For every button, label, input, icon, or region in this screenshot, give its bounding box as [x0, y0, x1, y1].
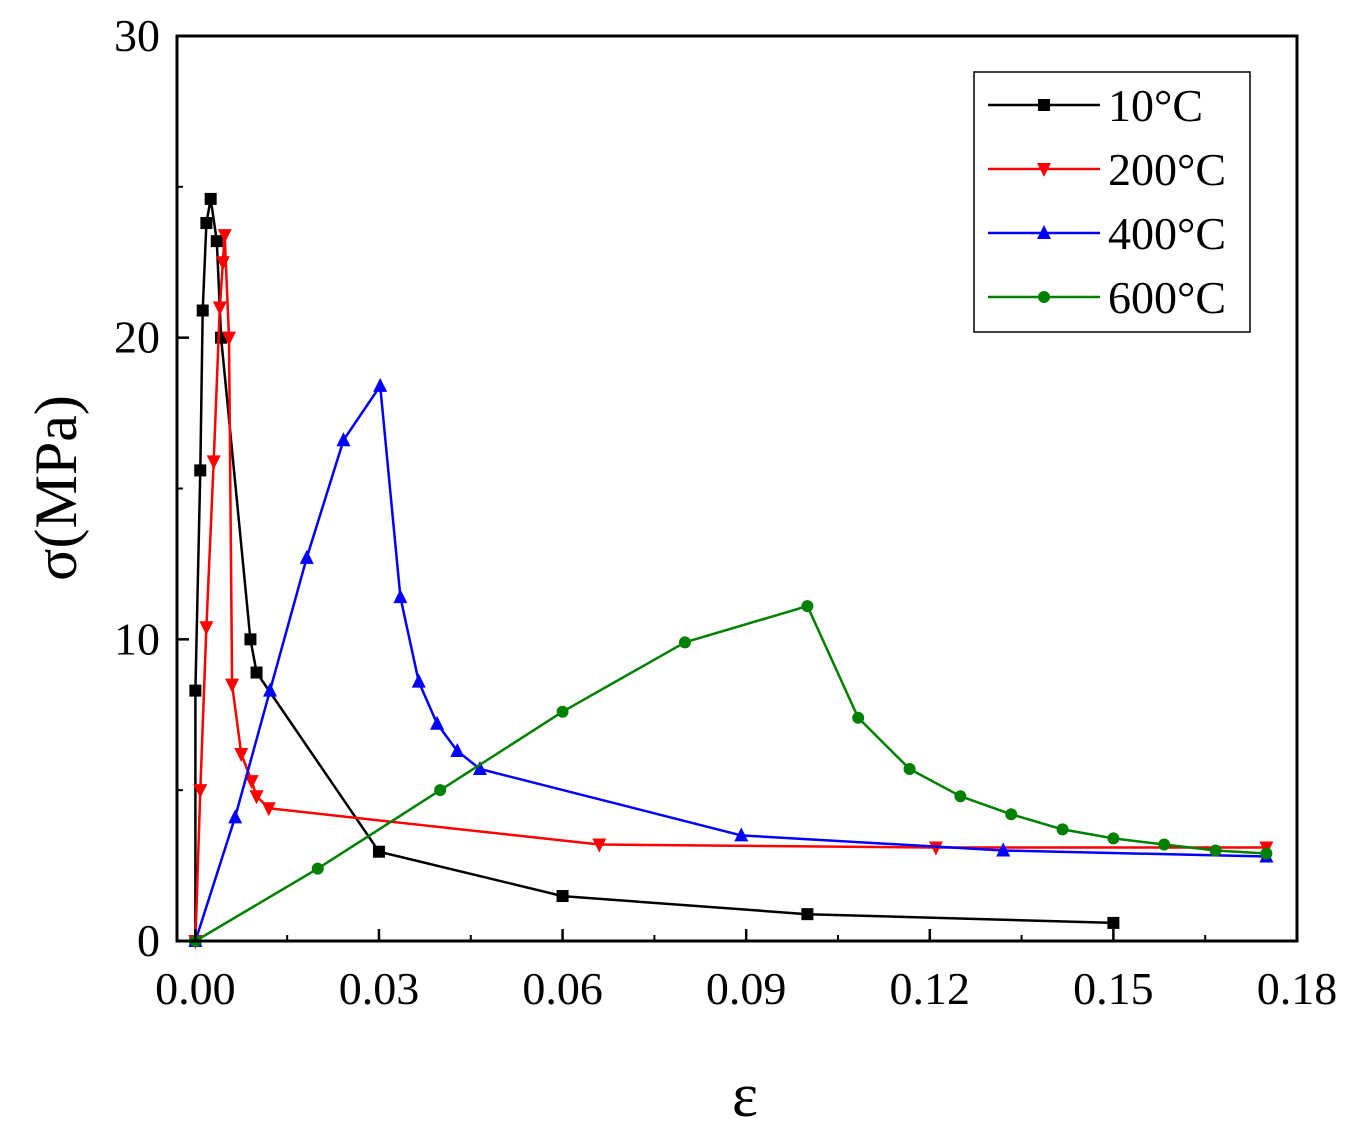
- series-layer: [188, 192, 1274, 949]
- legend-marker: [1037, 225, 1051, 239]
- data-point: [996, 842, 1011, 857]
- data-point: [250, 666, 263, 679]
- data-point: [1209, 844, 1222, 857]
- data-point: [222, 331, 237, 346]
- data-point: [678, 636, 691, 649]
- data-point: [1158, 838, 1171, 851]
- y-tick-label: 30: [114, 10, 160, 61]
- data-point: [217, 229, 232, 244]
- data-point: [249, 790, 264, 805]
- data-point: [228, 809, 243, 824]
- data-point: [196, 304, 209, 317]
- x-tick-label: 0.12: [890, 963, 971, 1014]
- data-point: [472, 761, 487, 776]
- y-tick-label: 0: [137, 915, 160, 966]
- x-tick-label: 0.06: [522, 963, 603, 1014]
- data-point: [194, 464, 207, 477]
- data-point: [373, 377, 388, 392]
- x-tick-label: 0.03: [339, 963, 420, 1014]
- series-line: [194, 384, 1267, 942]
- legend-label: 10°C: [1108, 80, 1203, 131]
- data-point: [852, 711, 865, 724]
- data-point: [430, 715, 445, 730]
- data-point: [556, 705, 569, 718]
- data-point: [336, 432, 351, 447]
- data-point: [928, 841, 943, 856]
- data-point: [225, 678, 240, 693]
- data-point: [592, 838, 607, 853]
- legend-marker: [1038, 99, 1050, 111]
- data-point: [1056, 823, 1069, 836]
- data-point: [263, 682, 278, 697]
- data-point: [189, 684, 202, 697]
- axes-layer: 0.00 0.03 0.06 0.09 0.12 0.15 0.18 0 10 20 30: [114, 10, 1337, 1014]
- data-point: [801, 908, 814, 921]
- data-point: [244, 633, 257, 646]
- data-point: [200, 217, 213, 230]
- data-point: [434, 784, 447, 797]
- data-point: [954, 790, 967, 803]
- data-point: [903, 763, 916, 776]
- x-tick-label: 0.18: [1257, 963, 1338, 1014]
- legend: 10°C 200°C 400°C 600°C: [973, 71, 1251, 333]
- x-axis-title: ε: [732, 1062, 758, 1130]
- data-point: [1107, 832, 1120, 845]
- data-point: [372, 845, 385, 858]
- legend-label: 600°C: [1108, 272, 1226, 323]
- data-point: [193, 784, 208, 799]
- series-line: [194, 197, 1114, 941]
- legend-marker: [1038, 291, 1050, 303]
- data-point: [299, 549, 314, 564]
- legend-box: [973, 71, 1251, 333]
- data-point: [244, 775, 259, 790]
- data-point: [210, 235, 223, 248]
- data-point: [204, 192, 217, 205]
- data-point: [450, 742, 465, 757]
- data-point: [556, 890, 569, 903]
- legend-label: 400°C: [1108, 208, 1226, 259]
- data-point: [393, 589, 408, 604]
- x-tick-label: 0.09: [706, 963, 787, 1014]
- data-point: [1107, 916, 1120, 929]
- data-point: [212, 301, 227, 316]
- data-point: [311, 862, 324, 875]
- x-tick-label: 0.15: [1073, 963, 1154, 1014]
- data-point: [801, 600, 814, 613]
- y-axis-title: σ(MPa): [23, 395, 89, 581]
- data-point: [1005, 808, 1018, 821]
- data-point: [734, 827, 749, 842]
- data-point: [1260, 847, 1273, 860]
- legend-label: 200°C: [1108, 144, 1226, 195]
- data-point: [215, 256, 230, 271]
- series-3: [189, 600, 1273, 947]
- data-point: [261, 802, 276, 817]
- series-line: [194, 233, 1267, 942]
- data-point: [206, 455, 221, 470]
- y-tick-label: 10: [114, 613, 160, 664]
- x-tick-label: 0.00: [155, 963, 236, 1014]
- legend-marker: [1037, 163, 1051, 177]
- y-tick-label: 20: [114, 312, 160, 363]
- data-point: [234, 747, 249, 762]
- data-point: [199, 621, 214, 636]
- data-point: [411, 673, 426, 688]
